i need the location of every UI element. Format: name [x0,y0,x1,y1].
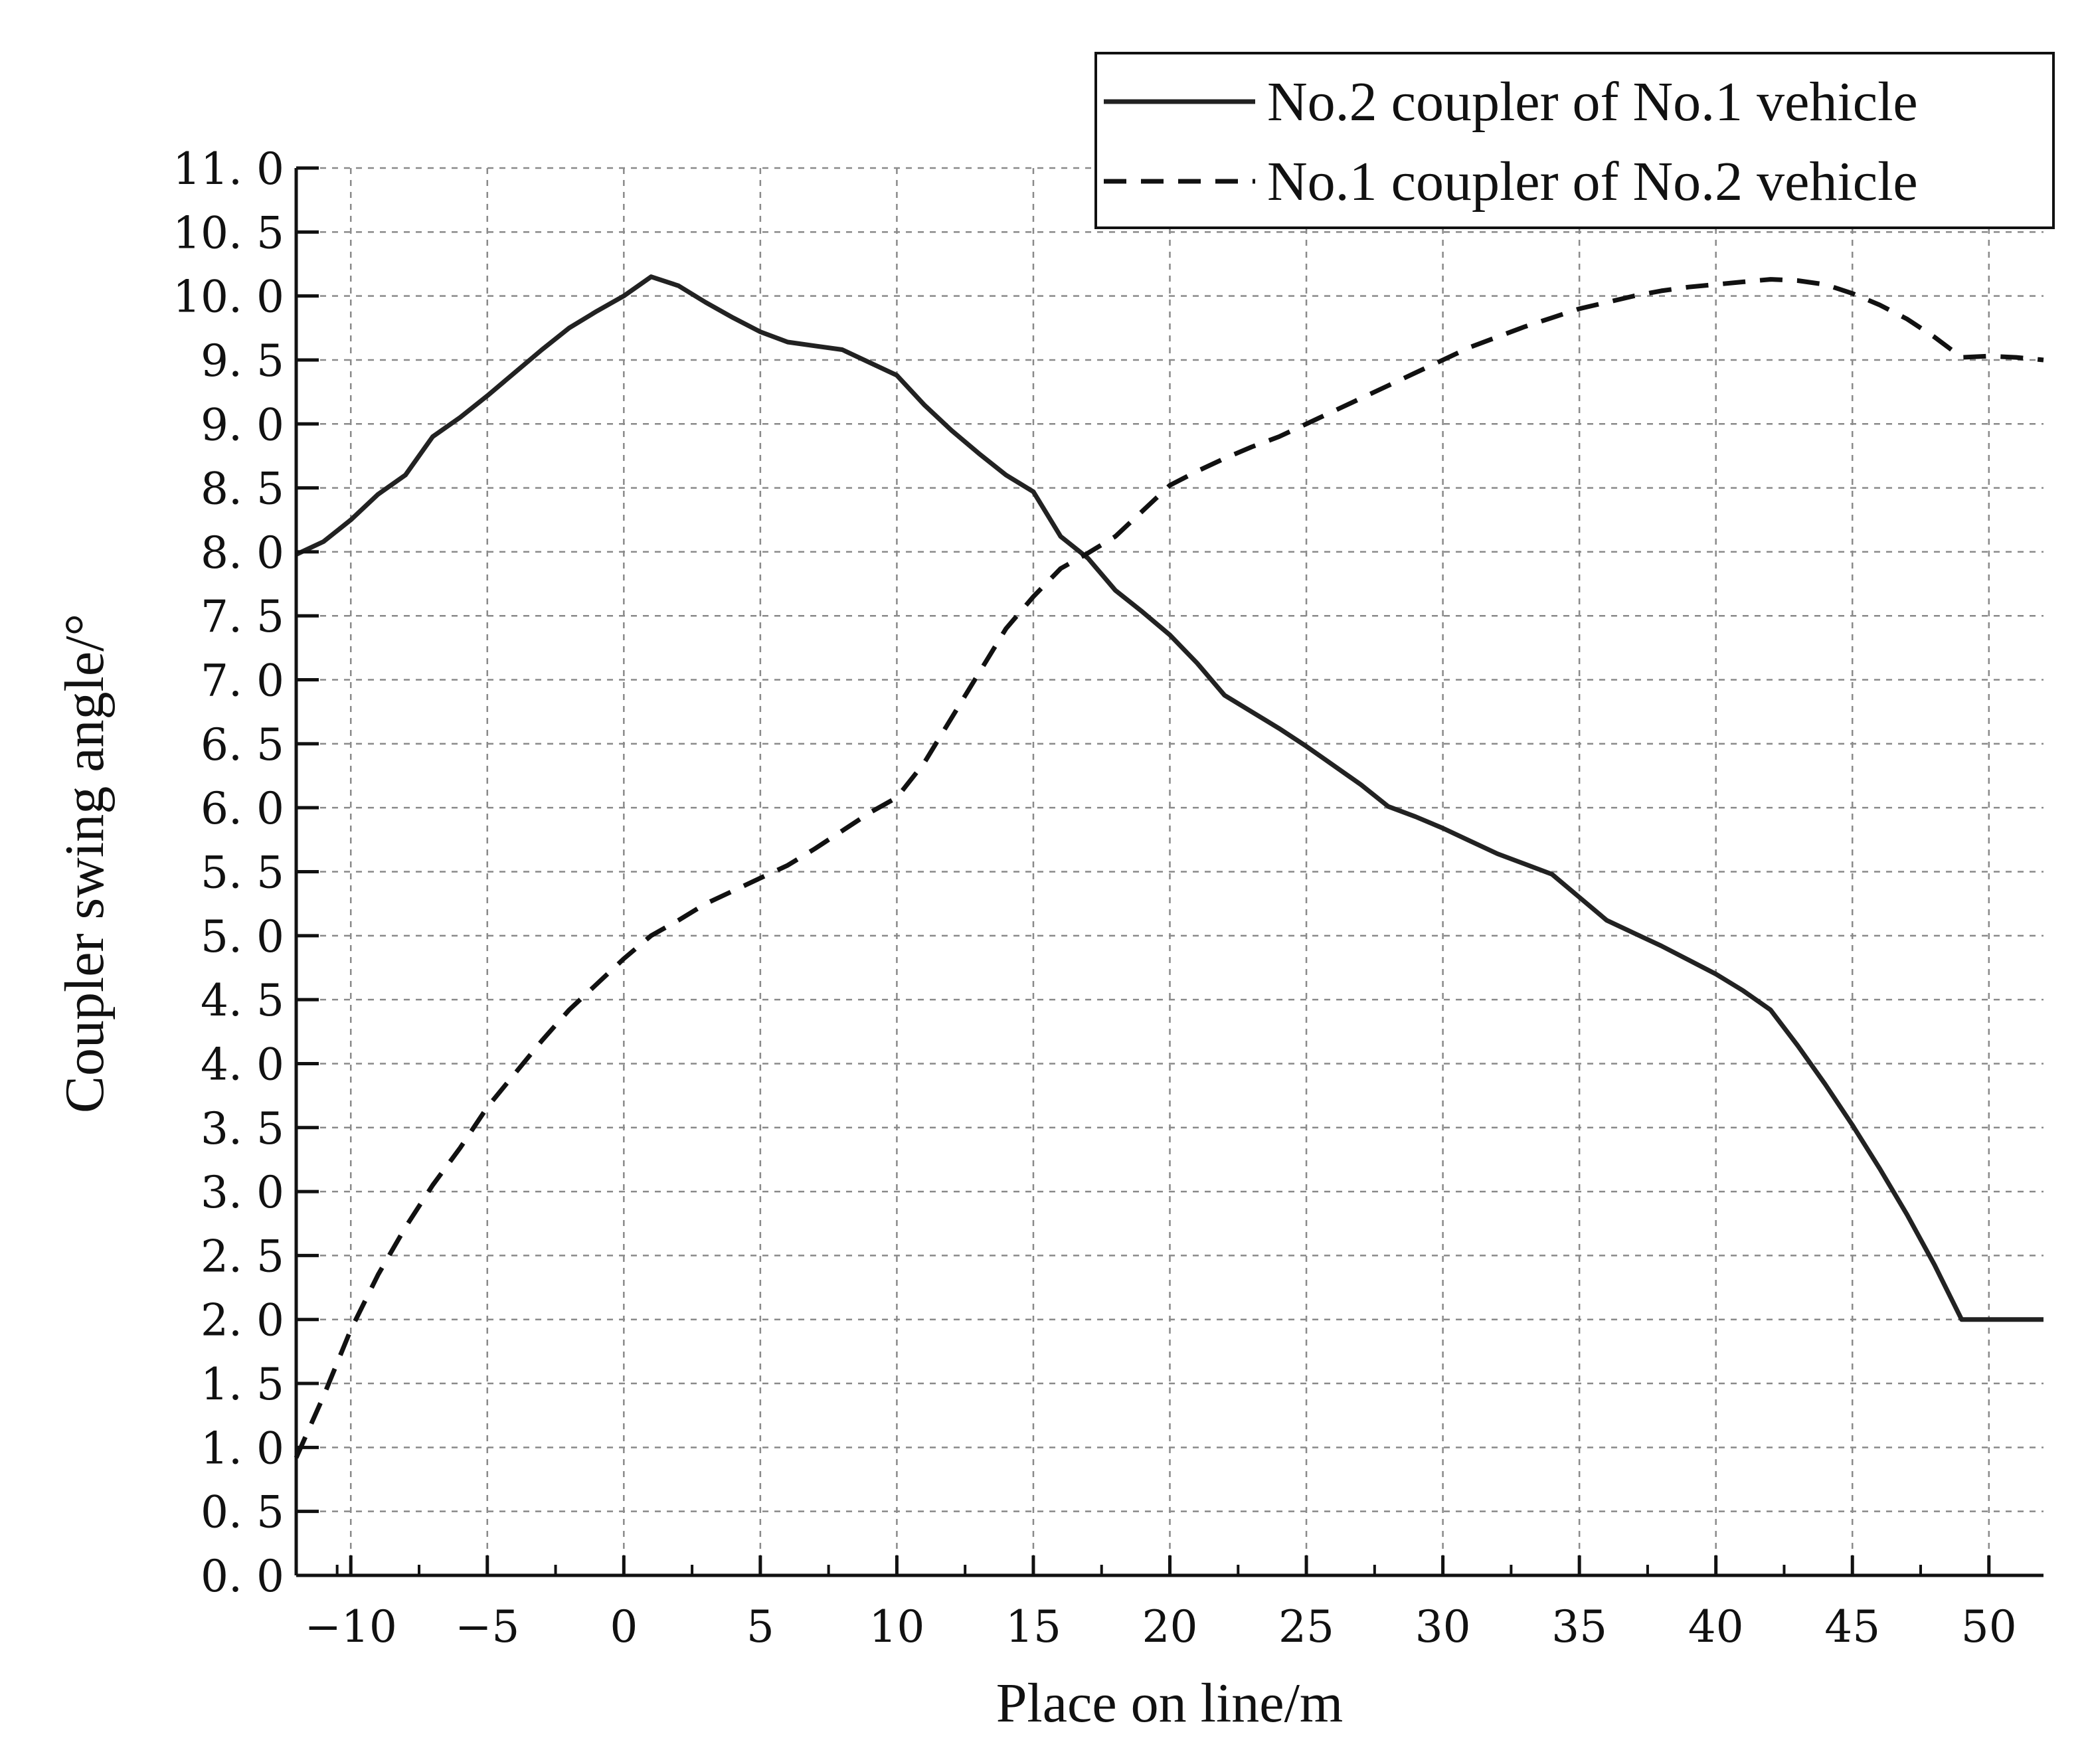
y-axis-title: Coupler swing angle/° [54,614,116,1113]
y-tick-label: 8. 5 [201,464,284,515]
y-tick-label: 3. 0 [201,1167,284,1218]
x-tick-label: 25 [1278,1601,1334,1652]
legend: No.2 coupler of No.1 vehicle No.1 couple… [1094,52,2055,229]
legend-label-series-1: No.2 coupler of No.1 vehicle [1267,71,1918,133]
x-tick-label: 10 [869,1601,924,1652]
y-tick-label: 10. 5 [173,207,284,258]
y-tick-label: 4. 5 [201,975,284,1026]
series-line-no1-coupler-no2-vehicle [294,277,2044,1459]
x-tick-label: −5 [455,1601,519,1652]
y-tick-label: 6. 5 [201,719,284,770]
legend-box [1094,52,2055,229]
x-tick-label: 45 [1824,1601,1880,1652]
series-line-no2-coupler-no1-vehicle [295,274,2044,1322]
y-tick-label: 2. 5 [201,1231,284,1282]
y-tick-label: 11. 0 [173,143,284,195]
y-tick-label: 0. 5 [201,1487,284,1538]
grid-lines [296,167,2044,1575]
y-tick-label: 5. 5 [201,847,284,899]
y-tick-label: 10. 0 [173,272,284,323]
y-tick-label: 4. 0 [201,1039,284,1090]
y-tick-label: 7. 5 [201,591,284,642]
x-tick-label: 20 [1142,1601,1198,1652]
y-tick-label: 6. 0 [201,783,284,834]
y-tick-label: 9. 5 [201,335,284,387]
y-tick-label: 3. 5 [201,1103,284,1154]
series-lines [294,274,2044,1459]
y-tick-label: 0. 0 [201,1551,284,1602]
x-tick-label: 30 [1415,1601,1471,1652]
x-ticks: −10 −5 0 5 10 15 20 25 30 35 40 45 50 [305,1555,2017,1652]
legend-label-series-2: No.1 coupler of No.2 vehicle [1267,151,1918,213]
x-tick-label: −10 [305,1601,397,1652]
y-tick-label: 1. 0 [201,1423,284,1474]
x-tick-label: 50 [1961,1601,2017,1652]
y-tick-label: 1. 5 [201,1359,284,1410]
x-tick-label: 15 [1005,1601,1061,1652]
y-tick-label: 5. 0 [201,911,284,962]
x-tick-label: 40 [1688,1601,1744,1652]
x-tick-label: 5 [746,1601,774,1652]
y-tick-label: 9. 0 [201,399,284,450]
x-tick-label: 0 [610,1601,638,1652]
x-tick-label: 35 [1551,1601,1607,1652]
y-tick-label: 7. 0 [201,656,284,707]
x-axis-title: Place on line/m [996,1672,1344,1734]
y-ticks: 0. 0 0. 5 1. 0 1. 5 2. 0 2. 5 3. 0 3. 5 4. 0 4. 5… [173,143,319,1602]
y-tick-label: 2. 0 [201,1295,284,1346]
y-tick-label: 8. 0 [201,527,284,578]
